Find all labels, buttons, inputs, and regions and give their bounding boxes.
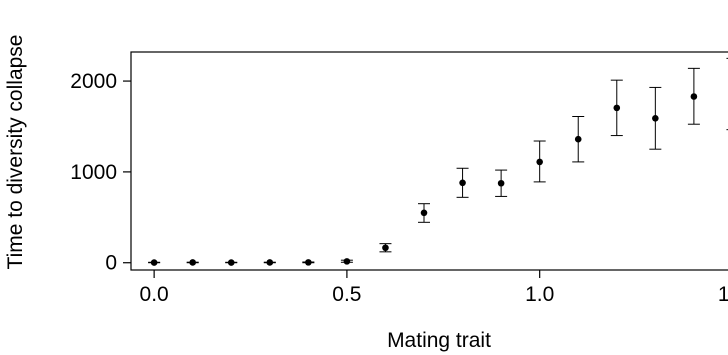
data-point-group [263, 259, 276, 266]
data-point [343, 258, 351, 265]
data-point-group [533, 140, 546, 183]
data-point [189, 259, 196, 266]
data-point [652, 115, 659, 122]
y-tick-label: 1000 [70, 161, 117, 184]
y-axis-label: Time to diversity collapse [4, 35, 27, 270]
data-point-group [379, 243, 392, 253]
data-point-group [148, 259, 161, 266]
data-point [305, 259, 312, 266]
y-axis: 0 1000 2000 [70, 70, 131, 275]
plot-frame [130, 51, 728, 271]
data-point-group [649, 86, 662, 150]
data-point-group [340, 258, 353, 265]
data-point-group [186, 259, 199, 266]
y-tick-label: 0 [105, 252, 117, 275]
data-point [613, 104, 621, 112]
x-tick-label: 0.0 [140, 283, 169, 306]
x-tick-label: 1.0 [525, 283, 554, 306]
data-point [150, 259, 158, 266]
data-point [574, 135, 582, 143]
y-tick-label: 2000 [70, 70, 117, 93]
data-point [536, 158, 543, 166]
data-point [266, 259, 274, 266]
data-marks [148, 57, 728, 266]
data-point [227, 259, 235, 266]
x-axis-label: Mating trait [387, 329, 491, 352]
data-point [459, 179, 466, 187]
x-axis: 0.0 0.5 1.0 1.5 [140, 270, 728, 306]
data-point-group [456, 167, 469, 198]
data-point-group [418, 203, 431, 223]
data-point [420, 209, 428, 217]
data-point [690, 93, 698, 100]
data-point-group [495, 169, 508, 197]
data-point-group [225, 259, 238, 266]
data-point-group [572, 115, 585, 163]
data-point [497, 179, 505, 187]
data-point-group [610, 79, 623, 137]
data-point [382, 244, 389, 252]
x-tick-label: 1.5 [718, 283, 728, 306]
data-point-group [687, 67, 700, 125]
x-tick-label: 0.5 [332, 283, 361, 306]
data-point-group [302, 259, 315, 266]
